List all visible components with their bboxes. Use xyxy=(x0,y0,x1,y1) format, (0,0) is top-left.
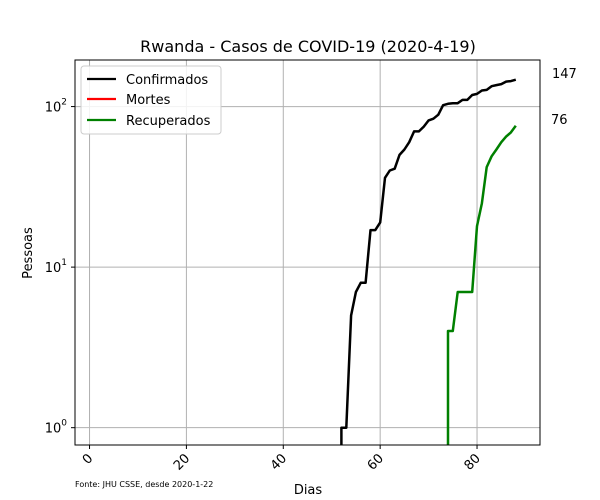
plot-area-frame xyxy=(74,59,541,446)
y-tick-label: 100 xyxy=(45,419,68,437)
series-line-confirmados xyxy=(340,78,517,445)
legend-label-confirmados: Confirmados xyxy=(126,73,208,88)
series-line-recuperados xyxy=(446,124,517,445)
tick-layer: 0 20 40 60 80 100 101 102 xyxy=(45,98,484,474)
end-label-recuperados: 76 xyxy=(551,113,568,128)
end-label-confirmados: 147 xyxy=(552,67,577,82)
x-tick-label: 60 xyxy=(365,451,387,473)
y-tick-label: 102 xyxy=(45,98,67,116)
legend-label-recuperados: Recuperados xyxy=(126,114,211,129)
x-axis-label: Dias xyxy=(294,483,323,498)
legend-box xyxy=(80,65,222,135)
x-tick-label: 80 xyxy=(462,451,484,473)
source-note: Fonte: JHU CSSE, desde 2020-1-22 xyxy=(75,480,213,489)
legend: Confirmados Mortes Recuperados xyxy=(80,65,222,135)
x-tick-label: 0 xyxy=(80,451,96,467)
y-tick-label: 101 xyxy=(45,258,67,276)
x-tick-label: 40 xyxy=(268,451,290,473)
y-axis-label: Pessoas xyxy=(21,227,36,279)
series-layer xyxy=(340,78,517,445)
chart-title: Rwanda - Casos de COVID-19 (2020-4-19) xyxy=(140,37,476,56)
x-tick-label: 20 xyxy=(171,451,193,473)
legend-label-mortes: Mortes xyxy=(126,93,171,108)
